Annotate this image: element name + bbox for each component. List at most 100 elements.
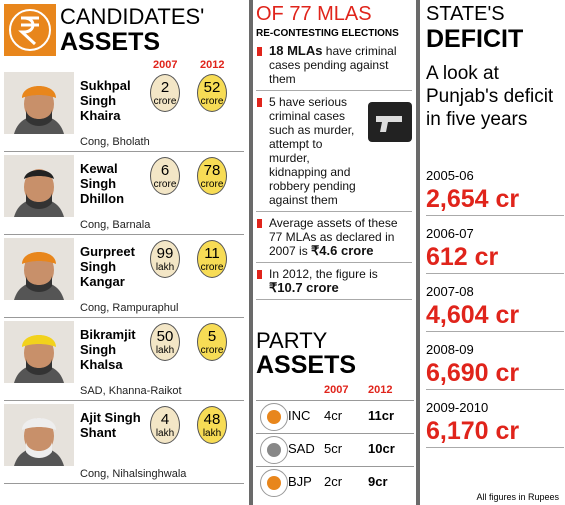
divider xyxy=(249,0,253,505)
photo xyxy=(4,321,74,383)
candidate-name: Bikramjit Singh Khalsa xyxy=(80,327,136,372)
candidate-name: Gurpreet Singh Kangar xyxy=(80,244,135,289)
asset-amount: 48 xyxy=(203,411,221,428)
asset-unit: crore xyxy=(153,96,177,107)
row-divider xyxy=(4,483,244,484)
asset-circle: 50 lakh xyxy=(150,323,180,361)
asset-unit: lakh xyxy=(155,262,175,273)
deficit-list: 2005-06 2,654 cr 2006-07 612 cr 2007-08 4,604… xyxy=(426,168,564,448)
asset-amount: 2 xyxy=(160,79,170,96)
party-logo xyxy=(260,436,288,464)
asset-circle: 4 lakh xyxy=(150,406,180,444)
party-seat: Cong, Nihalsinghwala xyxy=(80,468,187,480)
photo xyxy=(4,155,74,217)
table-cell: INC xyxy=(288,408,311,423)
row-divider xyxy=(256,466,414,467)
asset-circle: 99 lakh xyxy=(150,240,180,278)
bullet: 18 MLAs have criminal cases pending agai… xyxy=(256,44,412,91)
row-divider xyxy=(4,151,244,152)
year-label: 2007 xyxy=(153,59,178,71)
bullet-text: 5 have serious criminal cases such as mu… xyxy=(269,95,356,207)
table-cell: 5cr xyxy=(324,441,343,456)
candidate-name: Sukhpal Singh Khaira xyxy=(80,78,131,123)
asset-circle: 5 crore xyxy=(197,323,227,361)
note: All figures in Rupees xyxy=(476,492,559,502)
party-table: 2007 2012 INC 4cr 11cr SAD 5cr 10cr BJP 2cr 9cr xyxy=(256,384,414,502)
asset-amount: 4 xyxy=(160,411,170,428)
row-divider xyxy=(4,400,244,401)
party-seat: Cong, Rampuraphul xyxy=(80,302,179,314)
row-divider xyxy=(426,273,564,274)
table-cell: 11cr xyxy=(368,408,395,423)
column-header: 2012 xyxy=(368,384,393,396)
row-divider xyxy=(4,234,244,235)
row-divider xyxy=(256,400,414,401)
deficit-amount: 612 cr xyxy=(426,243,499,271)
deficit-amount: 2,654 cr xyxy=(426,185,520,213)
heading: DEFICIT xyxy=(426,25,524,53)
year: 2006-07 xyxy=(426,226,474,241)
asset-unit: crore xyxy=(200,179,224,190)
bullet-list: 18 MLAs have criminal cases pending agai… xyxy=(256,44,412,304)
year: 2009-2010 xyxy=(426,400,489,415)
heading: ASSETS xyxy=(256,351,357,379)
heading: STATE'S xyxy=(426,3,505,25)
bullet: 5 have serious criminal cases such as mu… xyxy=(256,95,412,212)
asset-circle: 2 crore xyxy=(150,74,180,112)
year: 2008-09 xyxy=(426,342,474,357)
bullet-text: ₹4.6 crore xyxy=(311,243,374,258)
bullet-text: have criminal cases pending against them xyxy=(269,44,397,86)
row-divider xyxy=(4,317,244,318)
year: 2007-08 xyxy=(426,284,474,299)
bullet: Average assets of these 77 MLAs as decla… xyxy=(256,216,412,263)
asset-unit: crore xyxy=(200,96,224,107)
asset-amount: 11 xyxy=(204,245,220,262)
party-logo xyxy=(260,469,288,497)
year: 2005-06 xyxy=(426,168,474,183)
gun-icon xyxy=(368,102,412,142)
candidate-name: Kewal Singh Dhillon xyxy=(80,161,125,206)
photo xyxy=(4,72,74,134)
column-header: 2007 xyxy=(324,384,349,396)
description: A look at Punjab's deficit in five years xyxy=(426,63,554,130)
rupee-icon xyxy=(4,4,56,56)
row-divider xyxy=(426,447,564,448)
party-seat: Cong, Bholath xyxy=(80,136,150,148)
row-divider xyxy=(426,389,564,390)
asset-circle: 6 crore xyxy=(150,157,180,195)
table-cell: SAD xyxy=(288,441,315,456)
asset-amount: 78 xyxy=(203,162,221,179)
asset-circle: 78 crore xyxy=(197,157,227,195)
asset-circle: 52 crore xyxy=(197,74,227,112)
asset-unit: lakh xyxy=(155,428,175,439)
photo xyxy=(4,238,74,300)
table-cell: BJP xyxy=(288,474,312,489)
heading: PARTY xyxy=(256,328,328,353)
bullet-text: Average assets of these 77 MLAs as decla… xyxy=(269,216,398,258)
bullet-text: ₹10.7 crore xyxy=(269,280,339,295)
asset-amount: 5 xyxy=(207,328,217,345)
row-divider xyxy=(426,331,564,332)
deficit-amount: 6,170 cr xyxy=(426,417,520,445)
photo xyxy=(4,404,74,466)
year-label: 2012 xyxy=(200,59,225,71)
heading: ASSETS xyxy=(60,28,161,56)
table-cell: 4cr xyxy=(324,408,343,423)
deficit-amount: 4,604 cr xyxy=(426,301,520,329)
bullet-text: 18 MLAs xyxy=(269,43,323,58)
heading: CANDIDATES' xyxy=(60,4,205,29)
table-cell: 9cr xyxy=(368,474,388,489)
party-logo xyxy=(260,403,288,431)
asset-amount: 99 xyxy=(156,245,174,262)
bullet: In 2012, the figure is ₹10.7 crore xyxy=(256,267,412,300)
asset-amount: 52 xyxy=(203,79,221,96)
asset-unit: crore xyxy=(200,345,224,356)
heading: OF 77 MLAS xyxy=(256,3,372,25)
row-divider xyxy=(256,433,414,434)
row-divider xyxy=(426,215,564,216)
table-cell: 10cr xyxy=(368,441,395,456)
asset-unit: lakh xyxy=(155,345,175,356)
subheading: RE-CONTESTING ELECTIONS xyxy=(256,28,399,39)
asset-unit: crore xyxy=(200,262,224,273)
